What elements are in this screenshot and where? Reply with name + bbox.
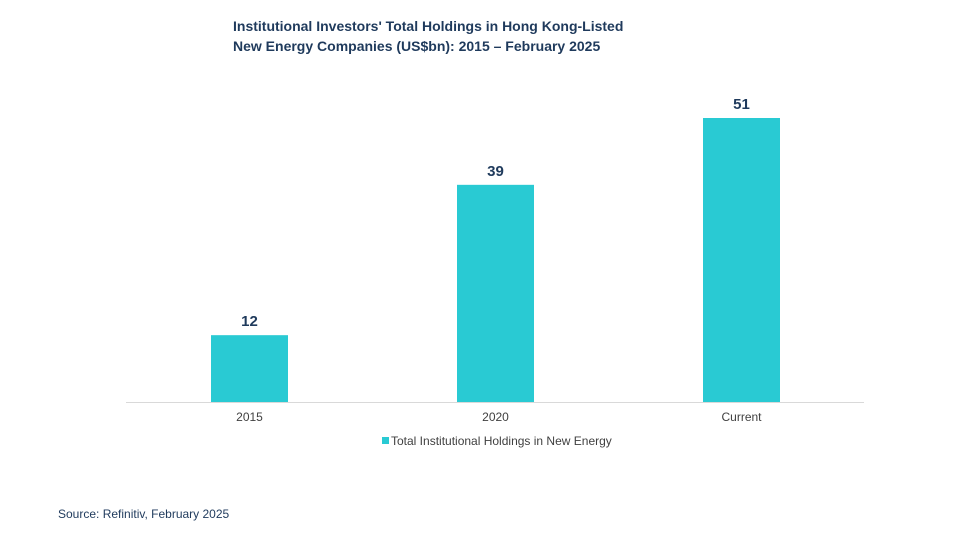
x-tick-label-current: Current [721, 410, 762, 424]
x-tick-label-2020: 2020 [482, 410, 509, 424]
bar-2020 [457, 184, 534, 402]
legend-label: Total Institutional Holdings in New Ener… [391, 434, 612, 448]
x-tick-label-2015: 2015 [236, 410, 263, 424]
bar-current [703, 118, 780, 402]
data-label-2020: 39 [487, 163, 504, 180]
chart-title-line-1: Institutional Investors' Total Holdings … [233, 18, 624, 34]
chart-title: Institutional Investors' Total Holdings … [233, 16, 623, 56]
chart-title-line-2: New Energy Companies (US$bn): 2015 – Feb… [233, 38, 601, 54]
legend-swatch [382, 437, 389, 444]
bar-2015 [211, 335, 288, 402]
data-label-2015: 12 [241, 313, 258, 330]
data-label-current: 51 [733, 96, 750, 113]
source-note: Source: Refinitiv, February 2025 [58, 507, 230, 521]
